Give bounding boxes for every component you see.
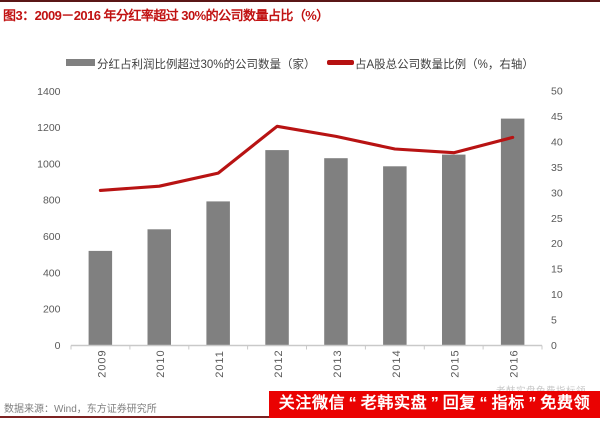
svg-text:0: 0	[55, 340, 61, 352]
svg-text:5: 5	[551, 315, 557, 327]
svg-text:50: 50	[551, 86, 563, 98]
svg-text:400: 400	[43, 267, 61, 279]
svg-text:40: 40	[551, 137, 563, 149]
svg-text:45: 45	[551, 111, 563, 123]
svg-text:35: 35	[551, 162, 563, 174]
svg-text:2011: 2011	[214, 350, 226, 378]
svg-text:200: 200	[43, 304, 61, 316]
svg-text:2010: 2010	[155, 349, 167, 377]
svg-text:600: 600	[43, 231, 61, 243]
svg-text:2016: 2016	[509, 349, 521, 377]
svg-text:2009: 2009	[96, 349, 108, 377]
svg-text:2015: 2015	[450, 349, 462, 377]
svg-text:20: 20	[551, 238, 563, 250]
svg-text:2013: 2013	[332, 349, 344, 377]
svg-text:10: 10	[551, 289, 563, 301]
svg-text:15: 15	[551, 264, 563, 276]
svg-text:30: 30	[551, 187, 563, 199]
svg-text:1000: 1000	[37, 158, 61, 170]
svg-text:2012: 2012	[273, 349, 285, 377]
svg-text:800: 800	[43, 195, 61, 207]
svg-text:2014: 2014	[391, 349, 403, 377]
svg-text:1200: 1200	[37, 122, 61, 134]
svg-text:0: 0	[551, 340, 557, 352]
svg-text:1400: 1400	[37, 86, 61, 98]
svg-text:25: 25	[551, 213, 563, 225]
